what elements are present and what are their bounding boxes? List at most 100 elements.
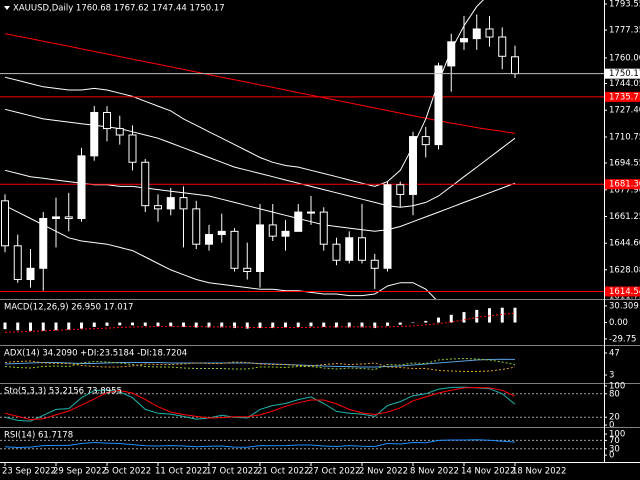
y-tick-label: 1661.25 (609, 212, 640, 222)
x-tick-label: 17 Oct 2022 (206, 467, 259, 477)
histogram-bar (233, 322, 236, 329)
y-tick-label: 47 (609, 349, 620, 359)
y-tick-label: 1777.35 (609, 26, 640, 36)
candle-body (90, 111, 99, 157)
candle-body (511, 56, 519, 75)
candle-body (52, 216, 60, 220)
candle-body (307, 211, 315, 214)
panel-2 (4, 357, 516, 372)
x-tick-label: 29 Sep 2022 (53, 467, 107, 477)
histogram-bar (105, 322, 109, 326)
histogram-bar (335, 322, 338, 328)
indicator-line (4, 358, 516, 368)
y-tick-label: 0.00 (609, 318, 628, 328)
candle-body (77, 155, 86, 219)
x-tick-label: 27 Oct 2022 (308, 467, 361, 477)
y-tick-label: 20 (609, 413, 620, 423)
candle-body (447, 41, 456, 67)
candle-body (128, 134, 137, 163)
histogram-bar (16, 322, 20, 331)
panel-0 (0, 0, 604, 300)
histogram-bar (220, 322, 224, 328)
y-tick-label: 1727.40 (609, 106, 640, 116)
indicator-line (4, 439, 516, 449)
histogram-bar (156, 322, 160, 327)
indicator-line (4, 360, 516, 372)
y-tick-label: 1694.55 (609, 159, 640, 169)
x-tick-label: 14 Nov 2022 (461, 467, 515, 477)
x-tick-label: 8 Nov 2022 (410, 467, 459, 477)
histogram-bar (386, 322, 389, 326)
histogram-bar (131, 322, 134, 326)
candle-body (345, 237, 354, 261)
candle-body (294, 211, 303, 232)
y-tick-label: 30.309 (609, 301, 639, 311)
level-tag-label: 1735.71 (609, 92, 640, 102)
x-tick-label: 21 Oct 2022 (257, 467, 310, 477)
histogram-bar (92, 322, 96, 327)
indicator-line (4, 386, 516, 421)
histogram-bar (118, 322, 122, 326)
x-tick-label: 2 Nov 2022 (359, 467, 408, 477)
candle-body (230, 230, 239, 269)
panel-3 (0, 386, 604, 422)
candle-body (358, 237, 366, 261)
candle-body (370, 259, 379, 269)
histogram-bar (309, 322, 313, 327)
candle-body (460, 38, 468, 43)
histogram-bar (373, 322, 377, 329)
candle-body (268, 224, 277, 237)
histogram-bar (143, 322, 147, 326)
y-tick-label: 80 (609, 389, 620, 399)
indicator-line (4, 386, 516, 422)
indicator-line (4, 205, 438, 300)
histogram-bar (207, 322, 211, 328)
histogram-bar (3, 322, 7, 330)
level-tag-label: 1614.54 (609, 287, 640, 297)
candle-body (26, 267, 35, 281)
candle-body (39, 218, 48, 269)
indicator-line (4, 357, 516, 371)
indicator-line (4, 33, 516, 134)
x-tick-label: 11 Oct 2022 (155, 467, 208, 477)
candle-body (179, 197, 188, 210)
histogram-bar (424, 320, 428, 323)
chart-title: XAUUSD,Daily 1760.68 1767.62 1747.44 175… (13, 4, 225, 14)
y-tick-label: 100 (609, 381, 625, 391)
panel-4 (0, 439, 604, 450)
histogram-bar (271, 322, 275, 329)
histogram-bar (437, 317, 440, 323)
indicator-title: MACD(12,26,9) 26.950 17.017 (4, 303, 133, 313)
candle-body (421, 136, 430, 146)
histogram-bar (29, 322, 32, 331)
candle-body (154, 205, 162, 210)
histogram-bar (245, 322, 249, 329)
candle-body (243, 267, 252, 273)
y-tick-label: 1628.08 (609, 265, 640, 275)
indicator-line (4, 312, 516, 333)
x-tick-label: 23 Sep 2022 (2, 467, 56, 477)
y-tick-label: 30 (609, 444, 620, 454)
candle-body (485, 28, 494, 38)
candle-body (115, 128, 124, 136)
histogram-bar (513, 307, 517, 323)
indicator-line (4, 108, 516, 208)
last-price-tag (604, 68, 640, 79)
candle-body (319, 211, 328, 245)
y-tick-label: 0 (609, 451, 614, 461)
histogram-bar (284, 322, 287, 328)
y-tick-label: 1744.05 (609, 79, 640, 89)
histogram-bar (449, 314, 453, 323)
candle-body (166, 197, 175, 210)
y-tick-label: 1760.00 (609, 53, 640, 63)
collapse-icon[interactable] (4, 6, 10, 10)
histogram-bar (67, 322, 71, 330)
histogram-bar (169, 322, 173, 327)
level-tag-label: 1681.36 (609, 180, 640, 190)
histogram-bar (475, 309, 479, 323)
histogram-bar (54, 322, 58, 331)
y-tick-label: 70 (609, 436, 620, 446)
histogram-bar (80, 322, 83, 329)
indicator-line (4, 0, 484, 187)
histogram-bar (41, 322, 45, 331)
